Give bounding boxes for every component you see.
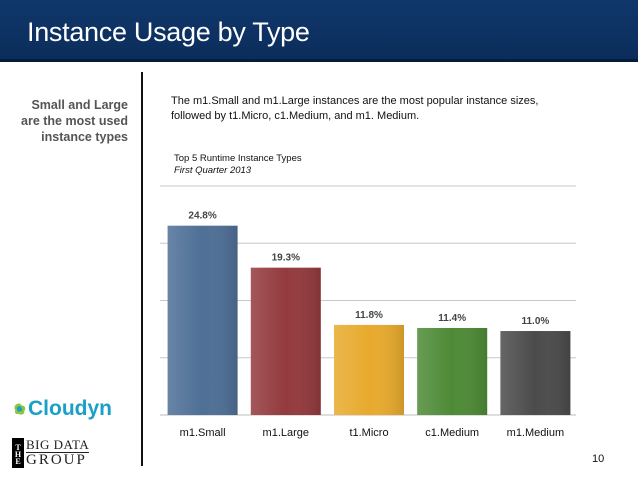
chart-bars xyxy=(167,225,571,415)
x-tick-label: m1.Medium xyxy=(507,427,564,439)
bar-data-label: 11.0% xyxy=(521,316,549,327)
chart-x-tick-labels: m1.Small m1.Large t1.Micro c1.Medium m1.Medi… xyxy=(180,427,564,439)
bar-shading xyxy=(417,327,488,415)
page-number: 10 xyxy=(592,453,605,465)
cloudyn-wordmark: Cloudyn xyxy=(28,397,112,420)
bar-shading xyxy=(334,324,404,415)
chart-subtitle: First Quarter 2013 xyxy=(174,165,252,176)
x-tick-label: m1.Small xyxy=(180,427,226,439)
column-divider xyxy=(141,72,143,466)
big-data-group-logo: THE BIG DATA GROUP xyxy=(12,438,98,468)
title-bar: Instance Usage by Type xyxy=(0,0,638,62)
bar-data-label: 24.8% xyxy=(188,211,216,222)
cloudyn-logo: Cloudyn xyxy=(12,392,112,426)
bar-data-label: 11.8% xyxy=(355,310,383,321)
side-note: Small and Large are the most used instan… xyxy=(21,98,128,144)
x-tick-label: t1.Micro xyxy=(349,427,388,439)
bar-shading xyxy=(167,225,238,415)
bar-data-label: 19.3% xyxy=(272,253,300,264)
x-tick-label: c1.Medium xyxy=(425,427,479,439)
x-tick-label: m1.Large xyxy=(263,427,309,439)
bar-data-label: 11.4% xyxy=(438,313,466,324)
chart-data-labels: 24.8% 19.3% 11.8% 11.4% 11.0% xyxy=(188,211,549,327)
chart-title: Top 5 Runtime Instance Types xyxy=(174,153,302,164)
bar-shading xyxy=(250,267,321,415)
intro-text: The m1.Small and m1.Large instances are … xyxy=(171,95,539,122)
cloudyn-swirl-icon xyxy=(14,403,26,415)
bar-shading xyxy=(500,331,571,415)
slide-title: Instance Usage by Type xyxy=(27,17,310,47)
chart-title-block: Top 5 Runtime Instance Types First Quart… xyxy=(174,153,302,177)
